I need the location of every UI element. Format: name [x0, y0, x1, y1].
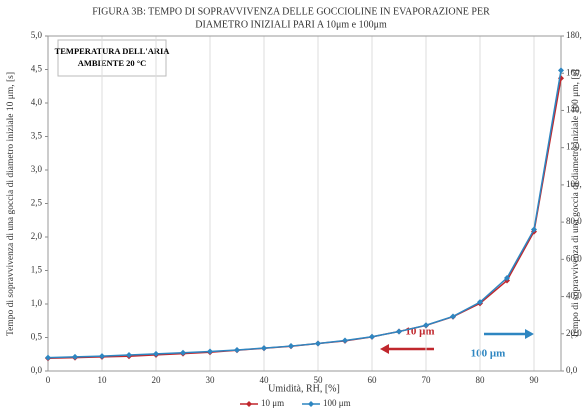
legend-marker: [308, 401, 314, 407]
annotation: 100 μm: [471, 348, 506, 360]
marker: [180, 349, 186, 356]
annotation: TEMPERATURA DELL'ARIA: [55, 46, 171, 56]
x-axis-label: Umidità, RH, [%]: [268, 383, 340, 394]
y2-tick-label: 140,0: [566, 105, 582, 115]
y-tick-label: 0,5: [31, 332, 43, 342]
marker: [261, 345, 267, 352]
marker: [153, 350, 159, 357]
y-tick-label: 4,0: [31, 97, 43, 107]
x-tick-label: 30: [206, 375, 216, 385]
x-tick-label: 40: [260, 375, 270, 385]
marker: [288, 343, 294, 350]
marker: [450, 313, 456, 320]
x-tick-label: 80: [476, 375, 486, 385]
marker: [531, 226, 537, 233]
marker: [477, 299, 483, 306]
marker: [234, 346, 240, 353]
y-tick-label: 2,0: [31, 231, 43, 241]
chart-title: FIGURA 3B: TEMPO DI SOPRAVVIVENZA DELLE …: [92, 6, 490, 17]
marker: [342, 337, 348, 344]
marker: [558, 67, 564, 74]
x-tick-label: 50: [314, 375, 324, 385]
y2-tick-label: 80,0: [566, 216, 582, 226]
chart-title: DIAMETRO INIZIALI PARI A 10μm e 100μm: [195, 19, 387, 30]
arrow-head: [525, 329, 534, 339]
marker: [315, 340, 321, 347]
x-tick-label: 0: [46, 375, 51, 385]
marker: [99, 353, 105, 360]
annotation: AMBIENTE 20 °C: [78, 58, 147, 68]
y-axis-label: Tempo di sopravvivenza di una goccia di …: [6, 72, 16, 336]
annotation-box: [57, 39, 167, 77]
marker: [126, 351, 132, 358]
series-line: [47, 78, 562, 360]
legend-label: 10 μm: [261, 398, 284, 408]
y2-tick-label: 40,0: [566, 291, 582, 301]
y2-tick-label: 180,0: [566, 30, 582, 40]
y-tick-label: 0,0: [31, 365, 43, 375]
marker: [504, 274, 510, 281]
y2-tick-label: 160,0: [566, 67, 582, 77]
y-tick-label: 4,5: [31, 64, 43, 74]
y-tick-label: 1,5: [31, 265, 43, 275]
y2-tick-label: 60,0: [566, 253, 582, 263]
y2-tick-label: 0,0: [566, 365, 578, 375]
legend-marker: [246, 401, 252, 407]
x-tick-label: 60: [368, 375, 378, 385]
y-tick-label: 3,0: [31, 164, 43, 174]
x-tick-label: 10: [98, 375, 108, 385]
y-tick-label: 2,5: [31, 198, 43, 208]
x-tick-label: 20: [152, 375, 162, 385]
x-tick-label: 70: [422, 375, 432, 385]
y-tick-label: 1,0: [31, 298, 43, 308]
legend-label: 100 μm: [323, 398, 351, 408]
y2-tick-label: 100,0: [566, 179, 582, 189]
y-tick-label: 3,5: [31, 131, 43, 141]
series-line: [47, 70, 562, 359]
marker: [423, 322, 429, 329]
y2-tick-label: 20,0: [566, 328, 582, 338]
x-tick-label: 90: [530, 375, 540, 385]
marker: [396, 328, 402, 335]
y2-tick-label: 120,0: [566, 142, 582, 152]
marker: [369, 333, 375, 340]
plot-frame: [47, 35, 562, 372]
marker: [207, 348, 213, 355]
marker: [72, 353, 78, 360]
y-tick-label: 5,0: [31, 30, 43, 40]
marker: [45, 354, 51, 361]
y2-axis-label: Tempo di sopravvivenza di una goccia di …: [571, 70, 581, 339]
arrow-head: [380, 344, 389, 354]
